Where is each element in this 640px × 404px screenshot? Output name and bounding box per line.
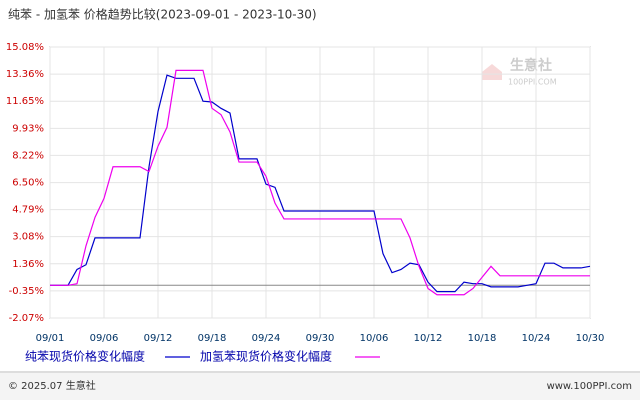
y-tick-label: 13.36% bbox=[6, 69, 44, 80]
x-tick-label: 09/12 bbox=[144, 333, 173, 344]
x-tick-label: 10/06 bbox=[360, 333, 389, 344]
series-line bbox=[50, 74, 591, 293]
y-tick-label: 9.93% bbox=[12, 123, 44, 134]
y-tick-label: 1.36% bbox=[12, 259, 44, 270]
footer-right: www.100PPI.com bbox=[547, 381, 632, 392]
x-tick-label: 09/06 bbox=[90, 333, 119, 344]
y-tick-label: 6.50% bbox=[12, 178, 44, 189]
y-tick-label: 4.79% bbox=[12, 205, 44, 216]
x-tick-label: 09/01 bbox=[36, 333, 65, 344]
x-tick-label: 09/30 bbox=[306, 333, 335, 344]
chart-title: 纯苯 - 加氢苯 价格趋势比较(2023-09-01 - 2023-10-30) bbox=[8, 7, 317, 22]
x-tick-label: 09/18 bbox=[198, 333, 227, 344]
y-tick-label: 15.08% bbox=[6, 42, 44, 53]
x-tick-label: 10/24 bbox=[522, 333, 551, 344]
series-line bbox=[50, 69, 590, 296]
y-tick-label: 3.08% bbox=[12, 232, 44, 243]
x-tick-label: 10/12 bbox=[414, 333, 443, 344]
footer-left: © 2025.07 生意社 bbox=[8, 379, 96, 392]
x-tick-label: 10/30 bbox=[576, 333, 605, 344]
x-tick-label: 09/24 bbox=[252, 333, 281, 344]
x-tick-label: 10/18 bbox=[468, 333, 497, 344]
watermark: 生意社 bbox=[510, 57, 552, 74]
footer-bg bbox=[0, 373, 640, 400]
legend-label: 纯苯现货价格变化幅度 bbox=[25, 349, 145, 364]
y-tick-label: -2.07% bbox=[9, 313, 44, 324]
watermark-sub: 100PPI.COM bbox=[508, 78, 557, 87]
watermark-icon bbox=[482, 64, 502, 80]
y-tick-label: 8.22% bbox=[12, 150, 44, 161]
legend-label: 加氢苯现货价格变化幅度 bbox=[200, 349, 332, 364]
y-tick-label: 11.65% bbox=[6, 96, 44, 107]
y-tick-label: -0.35% bbox=[9, 286, 44, 297]
